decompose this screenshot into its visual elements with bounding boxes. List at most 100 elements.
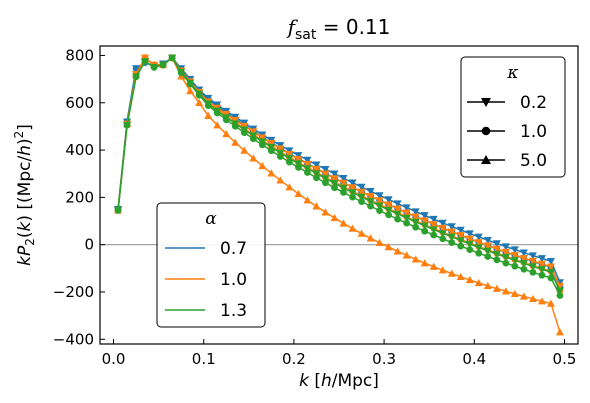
data-point (276, 176, 285, 184)
data-point (150, 63, 158, 71)
data-point (555, 287, 564, 295)
data-point (348, 189, 357, 197)
data-point (358, 198, 365, 206)
data-point (186, 80, 194, 88)
data-point (438, 230, 447, 238)
data-point (384, 206, 393, 214)
data-point (159, 61, 167, 69)
data-point (420, 217, 429, 225)
data-point (123, 121, 131, 129)
data-point (556, 292, 564, 299)
y-tick-label: −400 (53, 330, 94, 348)
legend-marker (481, 126, 491, 136)
data-point (501, 254, 510, 262)
data-point (546, 258, 555, 266)
data-point (411, 213, 420, 221)
data-point (321, 175, 330, 183)
data-point (447, 228, 456, 236)
data-point (294, 189, 303, 198)
data-point (466, 246, 474, 254)
data-point (439, 235, 447, 243)
x-tick-label: 0.0 (102, 350, 126, 368)
data-point (519, 292, 528, 300)
data-point (520, 265, 528, 273)
legend-title: κ (506, 63, 518, 83)
data-point (367, 202, 374, 210)
data-point (375, 238, 384, 246)
data-point (366, 192, 375, 201)
data-point (537, 260, 546, 268)
data-point (493, 256, 501, 264)
data-point (420, 259, 429, 267)
data-point (537, 255, 546, 263)
data-point (492, 240, 501, 248)
data-point (546, 263, 555, 271)
data-point (474, 244, 483, 252)
data-point (331, 184, 338, 192)
data-point (222, 116, 230, 124)
data-point (429, 226, 438, 234)
x-tick-label: 0.5 (553, 350, 577, 368)
data-point (357, 229, 366, 237)
data-point (393, 247, 402, 255)
data-point (303, 165, 312, 173)
data-point (483, 281, 492, 290)
legend-label: 1.0 (220, 270, 247, 290)
data-point (483, 242, 492, 250)
data-point (249, 135, 257, 143)
y-tick-label: 0 (84, 236, 94, 254)
data-point (384, 243, 393, 251)
y-tick-label: 400 (65, 141, 94, 159)
legend-label: 1.3 (220, 301, 247, 321)
data-point (519, 249, 528, 257)
data-point (555, 282, 564, 291)
data-point (330, 170, 339, 178)
data-point (421, 227, 429, 235)
data-point (285, 183, 294, 191)
legend-kappa: κ0.2 1.0 5.0 (460, 56, 566, 178)
data-point (295, 163, 302, 171)
data-point (366, 198, 375, 206)
data-point (366, 188, 375, 196)
data-point (456, 232, 465, 240)
series-alpha-1.3-kappa-1.0 (114, 54, 564, 299)
data-point (484, 253, 492, 260)
data-point (492, 284, 501, 292)
data-point (249, 154, 258, 162)
x-tick-label: 0.3 (372, 350, 396, 368)
data-point (438, 266, 447, 274)
data-point (375, 192, 384, 200)
data-point (555, 328, 564, 336)
data-point (474, 239, 483, 247)
data-point (285, 158, 293, 166)
data-point (195, 91, 203, 99)
data-point (483, 247, 492, 255)
data-point (348, 224, 357, 232)
data-point (483, 236, 492, 245)
data-point (375, 197, 384, 205)
data-point (492, 250, 501, 259)
data-point (447, 233, 456, 241)
legend-box (156, 202, 266, 328)
legend-box (460, 56, 566, 178)
data-point (411, 255, 420, 263)
data-point (429, 262, 438, 270)
data-point (438, 219, 447, 227)
legend-marker (481, 155, 491, 164)
data-point (267, 169, 276, 177)
chart-title: fsat = 0.11 (286, 15, 391, 43)
data-point (394, 215, 402, 223)
data-point (546, 268, 555, 277)
data-point (393, 210, 402, 218)
data-point (384, 196, 393, 204)
plot-frame (99, 45, 579, 345)
series-layer (114, 53, 564, 336)
data-point (177, 69, 185, 77)
data-point (528, 263, 537, 271)
data-point (510, 251, 519, 260)
data-point (141, 57, 149, 65)
data-point (546, 299, 555, 307)
x-tick-label: 0.1 (192, 350, 216, 368)
data-point (312, 170, 321, 178)
